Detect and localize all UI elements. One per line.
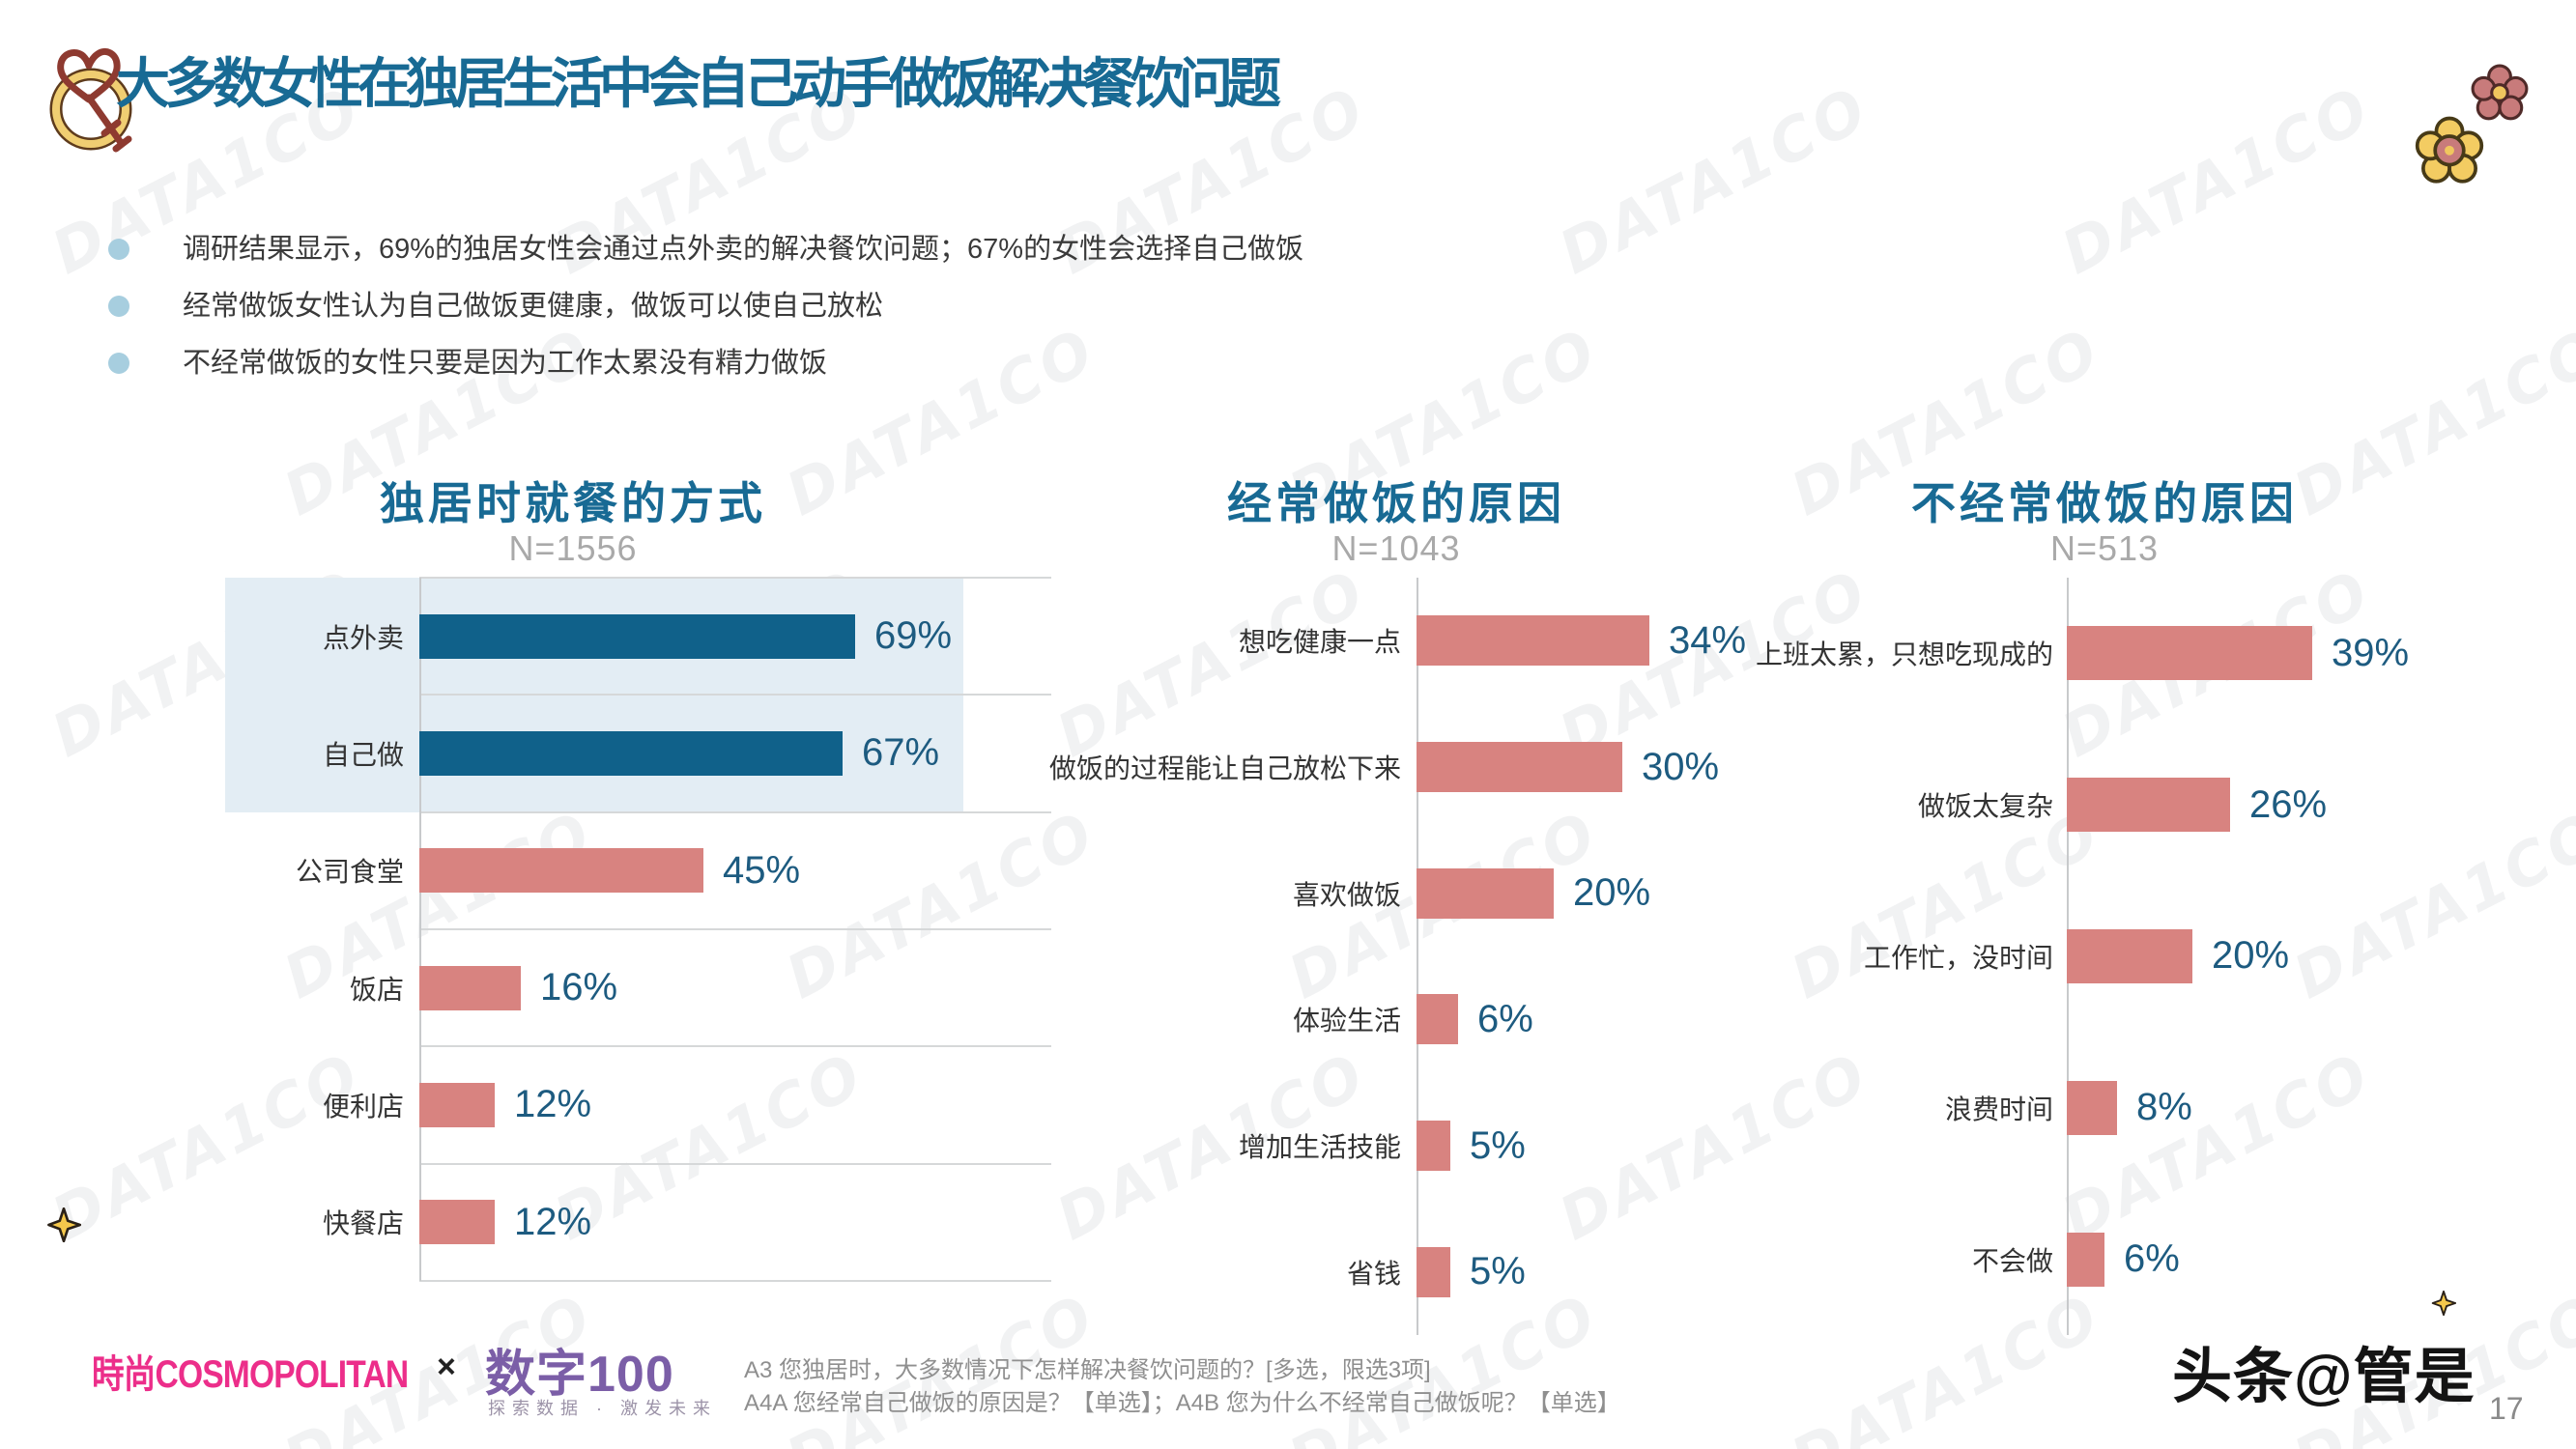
bullet-item: 调研结果显示，69%的独居女性会通过点外卖的解决餐饮问题；67%的女性会选择自己… [108,232,1303,267]
gridline [419,694,1051,696]
logo-multiply-sign: × [437,1349,456,1385]
bar [1417,1246,1450,1297]
category-label: 工作忙，没时间 [1863,942,2053,973]
cosmopolitan-logo: 時尚COSMOPOLITAN [92,1353,409,1396]
bullet-item: 不经常做饭的女性只要是因为工作太累没有精力做饭 [108,346,1303,381]
data100-watermark: DATA1CO [1548,71,1880,289]
bar [1417,742,1622,793]
chart-title: 经常做饭的原因 [1227,477,1565,529]
bar [1417,1121,1450,1172]
category-label: 公司食堂 [295,857,404,888]
gridline [419,927,1051,930]
category-label: 便利店 [322,1091,404,1122]
value-label: 16% [540,966,618,1009]
value-label: 5% [1470,1123,1526,1167]
bar [2067,1232,2104,1287]
category-label: 省钱 [1346,1258,1401,1289]
bar [2067,1080,2117,1135]
bar [1417,867,1554,919]
category-label: 喜欢做饭 [1292,879,1401,910]
value-label: 6% [2124,1237,2180,1281]
bullet-dot-icon [108,239,129,260]
bullet-item: 经常做饭女性认为自己做饭更健康，做饭可以使自己放松 [108,289,1303,324]
chart-title: 独居时就餐的方式 [380,477,766,529]
category-label: 自己做 [322,739,404,770]
bar [2067,626,2312,681]
sparkle-icon [2431,1291,2456,1316]
data100-tagline: 探索数据 · 激发未来 [488,1399,717,1418]
bar [1417,615,1649,667]
chart-sample-size: N=1556 [508,528,638,568]
category-label: 快餐店 [322,1208,404,1239]
bullet-dot-icon [108,353,129,374]
y-axis-line [419,578,421,1281]
category-label: 饭店 [349,974,404,1005]
sparkle-icon [47,1208,81,1242]
bullet-dot-icon [108,296,129,317]
data100-watermark: DATA1CO [2050,71,2383,289]
heart-key-icon [49,47,132,153]
gridline [419,577,1051,579]
bullet-text: 不经常做饭的女性只要是因为工作太累没有精力做饭 [183,348,828,379]
value-label: 12% [514,1200,592,1243]
value-label: 6% [1477,997,1533,1040]
footnote-line2: A4A 您经常自己做饭的原因是？【单选】；A4B 您为什么不经常自己做饭呢？【单… [744,1390,1620,1416]
bullet-text: 调研结果显示，69%的独居女性会通过点外卖的解决餐饮问题；67%的女性会选择自己… [183,234,1304,265]
gridline [419,810,1051,813]
chart-reasons-rarely-cook: 不经常做饭的原因 N=513 上班太累，只想吃现成的 39% 做饭太复杂 26% 工作忙… [1720,469,2570,1374]
bar [419,730,843,776]
value-label: 45% [723,848,801,892]
bar [1417,994,1458,1045]
value-label: 30% [1642,745,1720,788]
page-number: 17 [2489,1391,2524,1426]
yellow-flower-icon [2415,116,2484,184]
category-label: 浪费时间 [1944,1094,2053,1124]
chart-title: 不经常做饭的原因 [1911,477,2298,529]
bullet-list: 调研结果显示，69%的独居女性会通过点外卖的解决餐饮问题；67%的女性会选择自己… [108,232,1303,403]
chart-sample-size: N=1043 [1331,528,1461,568]
chart-dining-methods: 独居时就餐的方式 N=1556 点外卖 69% 自己做 67% 公司食堂 45% 饭店 16%… [225,469,1104,1320]
value-label: 12% [514,1083,592,1126]
value-label: 26% [2249,782,2328,826]
value-label: 39% [2332,631,2410,674]
category-label: 点外卖 [322,622,404,653]
y-axis-line [1417,578,1418,1335]
bar [419,1082,495,1127]
value-label: 67% [862,731,940,775]
value-label: 20% [2212,934,2290,978]
pink-flower-icon [2471,64,2529,121]
footnote-line1: A3 您独居时，大多数情况下怎样解决餐饮问题的？[多选，限选3项] [744,1357,1431,1383]
value-label: 69% [874,614,953,658]
bar [419,613,855,659]
category-label: 增加生活技能 [1238,1132,1401,1163]
toutiao-watermark-logo: 头条@管是 [2172,1344,2476,1410]
data100-logo: 数字100 [485,1347,674,1403]
bar [419,1200,495,1245]
bar [419,848,703,894]
bar [2067,778,2230,833]
category-label: 体验生活 [1292,1006,1401,1037]
bullet-text: 经常做饭女性认为自己做饭更健康，做饭可以使自己放松 [183,291,884,322]
category-label: 做饭的过程能让自己放松下来 [1048,753,1401,784]
chart-reasons-often-cook: 经常做饭的原因 N=1043 想吃健康一点 34% 做饭的过程能让自己放松下来 30%… [1024,469,1817,1374]
bar [2067,929,2192,983]
value-label: 8% [2136,1086,2192,1129]
bar [419,965,521,1010]
value-label: 20% [1573,871,1651,915]
category-label: 上班太累，只想吃现成的 [1755,639,2053,670]
category-label: 想吃健康一点 [1238,627,1401,658]
value-label: 5% [1470,1250,1526,1293]
value-label: 34% [1669,618,1747,662]
category-label: 不会做 [1971,1245,2053,1276]
chart-sample-size: N=513 [2049,528,2160,568]
gridline [419,1045,1051,1048]
page-title: 大多数女性在独居生活中会自己动手做饭解决餐饮问题 [116,52,1281,116]
gridline [419,1162,1051,1165]
category-label: 做饭太复杂 [1917,791,2053,822]
gridline [419,1279,1051,1282]
